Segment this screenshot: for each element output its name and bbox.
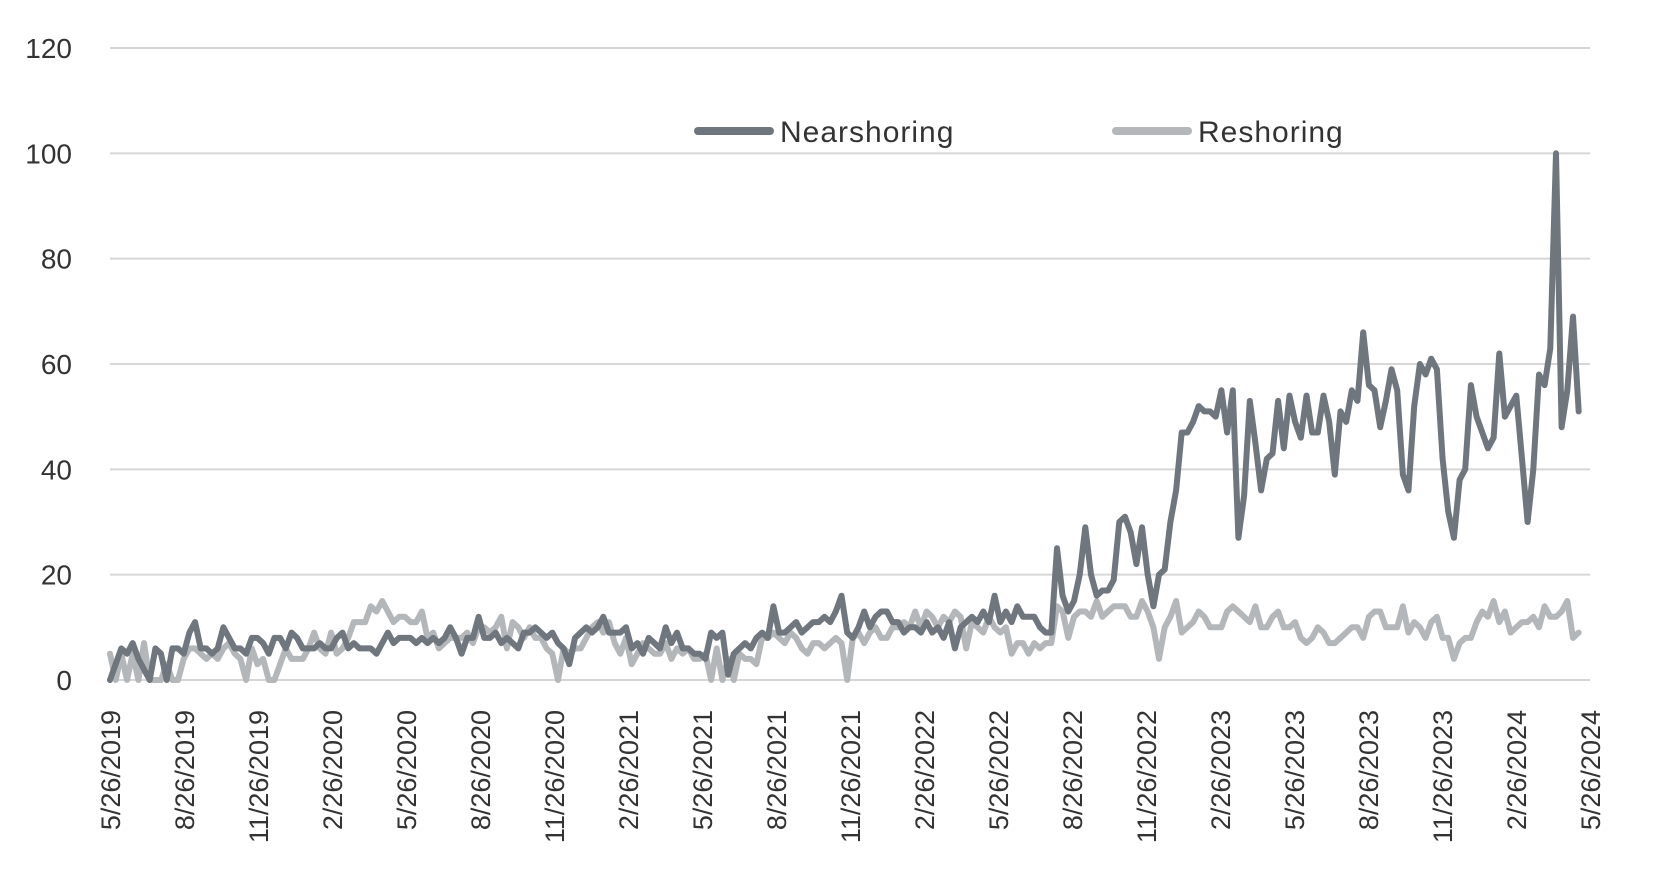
x-tick-label: 2/26/2022 xyxy=(910,710,940,830)
x-tick-label: 2/26/2020 xyxy=(318,710,348,830)
legend-label-reshoring: Reshoring xyxy=(1198,116,1344,149)
x-tick-label: 11/26/2019 xyxy=(244,710,274,843)
series-line-nearshoring xyxy=(107,150,1582,683)
x-tick-label: 2/26/2023 xyxy=(1206,710,1236,830)
x-tick-label: 5/26/2019 xyxy=(96,710,126,830)
y-tick-label: 0 xyxy=(56,665,72,696)
x-tick-label: 5/26/2020 xyxy=(392,710,422,830)
y-tick-label: 20 xyxy=(41,560,72,591)
y-tick-label: 60 xyxy=(41,349,72,380)
x-tick-label: 8/26/2020 xyxy=(466,710,496,830)
gridlines xyxy=(110,47,1590,681)
x-tick-label: 11/26/2023 xyxy=(1428,710,1458,843)
x-tick-label: 11/26/2020 xyxy=(540,710,570,843)
plot-area xyxy=(107,150,1582,683)
x-tick-label: 5/26/2024 xyxy=(1576,710,1606,830)
x-tick-label: 8/26/2022 xyxy=(1058,710,1088,830)
x-tick-label: 8/26/2019 xyxy=(170,710,200,830)
y-axis: 0 20 40 60 80 100 120 xyxy=(25,33,72,696)
x-tick-label: 5/26/2023 xyxy=(1280,710,1310,830)
y-tick-label: 100 xyxy=(25,138,72,169)
y-tick-label: 40 xyxy=(41,454,72,485)
x-tick-label: 2/26/2021 xyxy=(614,710,644,830)
x-tick-label: 11/26/2022 xyxy=(1132,710,1162,843)
y-tick-label: 80 xyxy=(41,244,72,275)
x-tick-label: 8/26/2021 xyxy=(762,710,792,830)
legend: Nearshoring Reshoring xyxy=(694,116,1344,149)
x-tick-label: 5/26/2022 xyxy=(984,710,1014,830)
legend-label-nearshoring: Nearshoring xyxy=(780,116,954,149)
x-tick-label: 5/26/2021 xyxy=(688,710,718,830)
x-tick-label: 2/26/2024 xyxy=(1502,710,1532,830)
x-axis: 5/26/2019 8/26/2019 11/26/2019 2/26/2020 5/2… xyxy=(96,710,1606,843)
x-tick-label: 11/26/2021 xyxy=(836,710,866,843)
series-line-reshoring xyxy=(107,598,1582,683)
x-tick-label: 8/26/2023 xyxy=(1354,710,1384,830)
y-tick-label: 120 xyxy=(25,33,72,64)
